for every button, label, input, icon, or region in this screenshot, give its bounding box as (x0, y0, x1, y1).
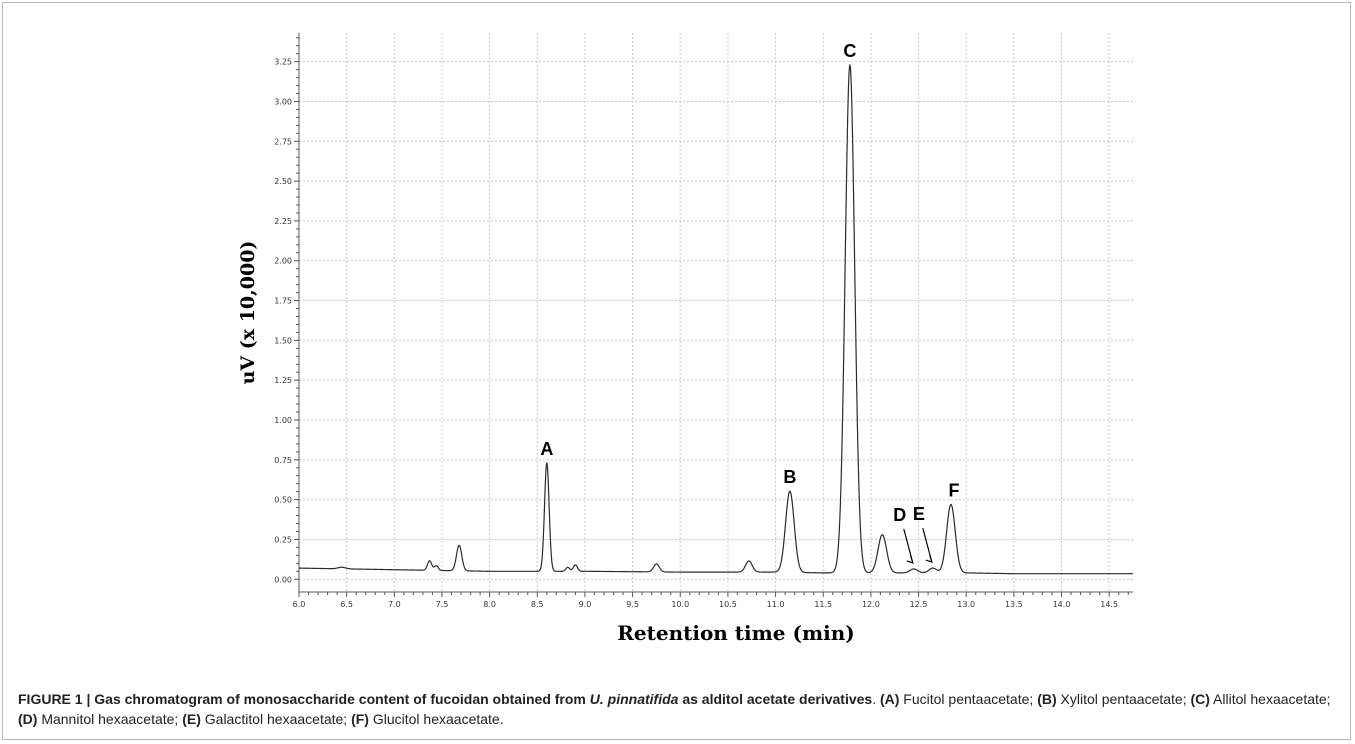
caption-item-f: (F) Glucitol hexaacetate. (351, 711, 504, 727)
x-tick-label: 11.5 (814, 600, 832, 609)
y-tick-label: 2.50 (274, 177, 292, 186)
y-tick-label: 0.50 (274, 496, 292, 505)
caption-head-part-2: as alditol acetate derivatives (678, 691, 873, 707)
x-tick-label: 14.5 (1100, 600, 1118, 609)
y-axis-ticks: 0.00 0.25 0.50 0.75 1.00 1.25 1.50 1.75 2.00 2.25… (274, 37, 299, 584)
grid (298, 33, 1133, 592)
x-tick-label: 13.5 (1005, 600, 1023, 609)
caption-head: FIGURE 1 | Gas chromatogram of monosacch… (18, 691, 872, 707)
chromatogram-trace (298, 64, 1134, 575)
peak-label-c: C (843, 41, 856, 61)
caption-item-tag: (E) (182, 711, 201, 727)
x-tick-label: 12.0 (862, 600, 880, 609)
peak-label-b: B (783, 467, 796, 487)
peak-annotations: A B C D E F (540, 41, 959, 564)
x-tick-label: 7.5 (436, 600, 449, 609)
caption-item-tag: (A) (879, 691, 900, 707)
y-tick-label: 2.25 (274, 217, 292, 226)
y-tick-label: 1.75 (274, 297, 292, 306)
arrowhead (925, 554, 933, 564)
y-tick-label: 0.75 (274, 456, 292, 465)
caption-item-d: (D) Mannitol hexaacetate; (18, 711, 182, 727)
x-tick-label: 10.5 (719, 600, 737, 609)
y-tick-label: 2.00 (274, 257, 292, 266)
caption-item-e: (E) Galactitol hexaacetate; (182, 711, 351, 727)
x-tick-label: 7.0 (388, 600, 401, 609)
peak-label-a: A (540, 439, 553, 459)
caption-item-c: (C) Allitol hexaacetate; (1191, 691, 1331, 707)
y-tick-label: 1.50 (274, 336, 292, 345)
caption-item-text: Allitol hexaacetate; (1209, 691, 1331, 707)
y-tick-label: 3.00 (274, 97, 292, 106)
chromatogram-chart: 6.0 6.5 7.0 7.5 8.0 8.5 9.0 9.5 10.0 10.5 11.0 11.5… (237, 33, 1134, 645)
caption-item-text: Fucitol pentaacetate; (899, 691, 1038, 707)
x-tick-label: 8.5 (531, 600, 544, 609)
x-tick-label: 10.0 (671, 600, 689, 609)
caption-separator: . (872, 691, 880, 707)
x-tick-label: 9.5 (626, 600, 639, 609)
x-tick-label: 8.0 (483, 600, 496, 609)
y-tick-label: 3.25 (274, 58, 292, 67)
y-tick-label: 2.75 (274, 137, 292, 146)
caption-item-tag: (D) (18, 711, 38, 727)
x-tick-label: 13.0 (957, 600, 975, 609)
x-tick-label: 6.5 (340, 600, 353, 609)
y-tick-label: 1.25 (274, 376, 292, 385)
caption-item-text: Xylitol pentaacetate; (1056, 691, 1191, 707)
caption-item-text: Glucitol hexaacetate. (368, 711, 504, 727)
y-tick-label: 1.00 (274, 416, 292, 425)
chromatogram-trace-group (298, 64, 1134, 575)
caption-species: U. pinnatifida (589, 691, 679, 707)
x-axis-title: Retention time (min) (617, 621, 854, 645)
peak-label-f: F (948, 480, 959, 500)
caption-item-a: (A) Fucitol pentaacetate; (880, 691, 1037, 707)
x-axis-ticks: 6.0 6.5 7.0 7.5 8.0 8.5 9.0 9.5 10.0 10.5 11.0 11.5… (293, 592, 1129, 609)
caption-item-tag: (B) (1037, 691, 1057, 707)
caption-item-text: Mannitol hexaacetate; (37, 711, 183, 727)
caption-item-tag: (F) (351, 711, 369, 727)
x-tick-label: 6.0 (293, 600, 306, 609)
x-tick-label: 11.0 (767, 600, 785, 609)
y-tick-label: 0.25 (274, 535, 292, 544)
axes (298, 33, 1133, 593)
x-tick-label: 12.5 (910, 600, 928, 609)
x-tick-label: 14.0 (1053, 600, 1071, 609)
y-axis-title: uV (x 10,000) (237, 241, 259, 385)
x-tick-label: 9.0 (579, 600, 592, 609)
caption-head-part-1: FIGURE 1 | Gas chromatogram of monosacch… (18, 691, 590, 707)
figure-caption: FIGURE 1 | Gas chromatogram of monosacch… (18, 689, 1338, 729)
caption-item-tag: (C) (1190, 691, 1210, 707)
peak-label-d: D (893, 505, 906, 525)
caption-item-b: (B) Xylitol pentaacetate; (1037, 691, 1190, 707)
y-tick-label: 0.00 (274, 575, 292, 584)
arrowhead (906, 555, 914, 564)
caption-item-text: Galactitol hexaacetate; (200, 711, 352, 727)
peak-label-e: E (913, 504, 925, 524)
